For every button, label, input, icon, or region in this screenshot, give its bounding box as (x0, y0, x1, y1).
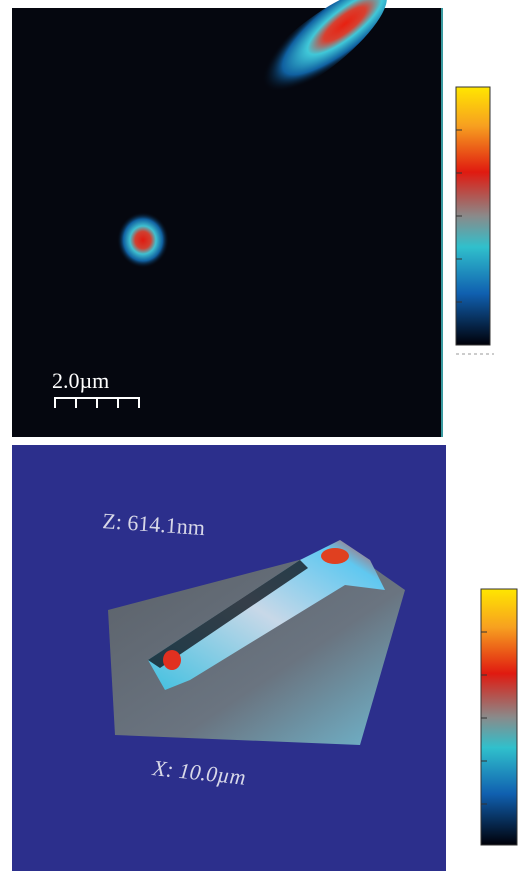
colorbar (481, 589, 517, 845)
scale-bar-label: 2.0µm (52, 368, 109, 393)
figure: 2.0µm Z: 614.1nm X: 10.0µm (0, 0, 518, 871)
page: 2.0µm Z: 614.1nm X: 10.0µm (() => { cons… (0, 0, 518, 871)
ridge-end-peak (163, 650, 181, 670)
dot-signal (117, 212, 169, 268)
ridge-peak (321, 548, 349, 564)
